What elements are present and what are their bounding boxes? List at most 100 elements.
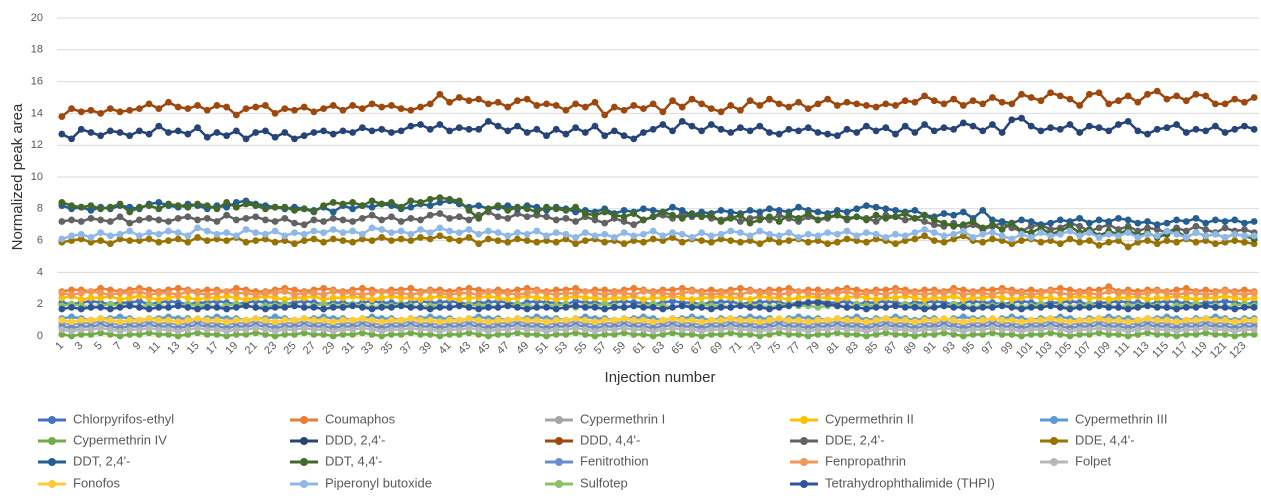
data-point [329,332,337,340]
data-point [97,205,105,213]
data-point [300,221,308,229]
data-point [213,326,221,334]
data-point [349,326,357,334]
data-point [959,327,967,335]
data-point [213,218,221,225]
data-point [552,102,560,109]
series-line [61,89,1255,118]
data-point [727,294,735,302]
data-point [58,294,66,302]
data-point [872,235,880,243]
data-point [1153,232,1161,240]
data-point [620,240,628,248]
data-point [1250,303,1258,311]
data-point [1115,237,1122,245]
data-point [106,300,114,308]
data-point [320,300,327,308]
data-point [1056,303,1064,311]
data-point [1027,222,1035,230]
data-point [426,229,434,237]
legend-label: DDE, 2,4'- [825,432,885,447]
data-point [1182,289,1190,297]
legend-item: Tetrahydrophthalimide (THPI) [790,475,995,490]
data-point [998,218,1006,225]
data-point [979,303,987,311]
data-point [1221,303,1229,311]
data-point [203,227,211,235]
data-point [746,303,754,311]
data-point [659,208,667,216]
data-point [1124,216,1132,224]
data-point [223,229,231,237]
legend-marker [555,458,563,466]
data-point [620,294,628,302]
data-point [165,129,172,136]
data-point [727,129,735,136]
data-point [475,240,483,248]
data-point [165,218,172,225]
data-point [1085,289,1093,297]
data-point [242,226,250,233]
data-point [921,226,928,233]
data-point [591,327,599,335]
data-point [184,288,192,295]
data-point [552,238,560,246]
series-line [61,317,1255,323]
data-point [252,202,260,210]
data-point [504,206,512,214]
data-point [1192,303,1200,311]
data-point [329,327,337,335]
data-point [543,203,550,211]
data-point [135,237,143,245]
data-point [1076,331,1084,338]
data-point [514,210,521,217]
data-point [766,331,773,338]
data-point [736,316,744,324]
data-point [1027,234,1035,241]
data-point [581,303,589,311]
data-point [882,329,890,337]
data-point [242,316,250,324]
data-point [901,237,909,245]
data-point [455,229,463,237]
data-point [872,289,880,297]
data-point [1182,316,1190,324]
data-point [717,125,725,133]
data-point [68,327,75,335]
data-point [494,98,502,106]
data-point [262,127,269,135]
data-point [135,232,143,240]
data-point [58,305,66,313]
data-point [736,211,744,219]
data-point [746,331,754,338]
data-point [1076,238,1084,246]
data-point [678,238,686,246]
legend-label: Fonofos [73,475,120,490]
data-point [116,327,124,335]
data-point [291,326,298,334]
data-point [601,132,609,140]
data-point [155,316,163,324]
data-point [339,216,347,224]
data-point [368,224,376,232]
data-point [349,199,357,206]
data-point [804,124,812,132]
data-point [921,296,928,303]
data-point [1105,238,1113,246]
data-point [1085,303,1093,311]
data-point [746,97,754,105]
data-point [300,230,308,238]
series [58,114,1258,143]
data-point [824,294,832,302]
data-point [504,289,512,297]
data-point [630,302,638,310]
data-point [1192,90,1200,98]
data-point [727,303,735,311]
data-point [203,316,211,324]
data-point [998,232,1006,240]
data-point [145,130,153,138]
data-point [417,296,424,303]
data-point [863,122,870,130]
data-point [736,229,744,237]
data-point [717,218,725,225]
